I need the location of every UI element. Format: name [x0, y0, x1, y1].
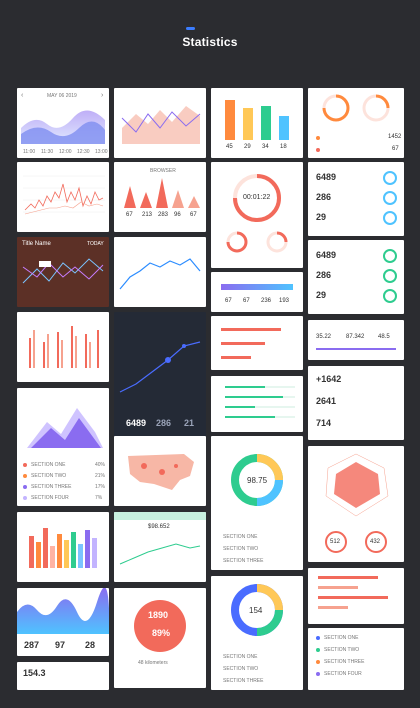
horizontal-bars-card — [211, 316, 303, 370]
wave-chart-card: MAY 06 2019 ‹ › 11:00 11:30 12:00 12:30 … — [17, 88, 109, 158]
radar-chart — [325, 453, 389, 517]
timer-rings — [226, 174, 288, 253]
line-grid-card — [17, 162, 109, 232]
donut-card-2: 154 SECTION ONE SECTION TWO SECTION THRE… — [211, 576, 303, 690]
usa-map — [128, 454, 194, 490]
green-rings — [383, 249, 397, 303]
dark-stats-card: 6489 286 21 — [114, 312, 206, 448]
overlap-area-chart — [121, 106, 201, 144]
red-horizontal-bars — [318, 576, 388, 609]
red-bars-card — [308, 568, 404, 624]
price-line-chart — [119, 543, 201, 565]
metrics-card-1: 6489 286 29 — [308, 162, 404, 236]
donut-card-1: 98.75 SECTION ONE SECTION TWO SECTION TH… — [211, 436, 303, 570]
mountain-legend-card: SECTION ONE 40% SECTION TWO 21% SECTION … — [17, 388, 109, 506]
distance-circle — [134, 600, 186, 652]
dark-line-card: Title Name TODAY — [17, 237, 109, 307]
counting-card: 67 67 236 193 — [211, 272, 303, 312]
distance-card: 1890 89% 48 kilometers — [114, 588, 206, 688]
radar-rings — [325, 531, 387, 553]
color-bar-chart — [225, 100, 289, 140]
thin-bar-chart — [29, 326, 99, 368]
horizontal-bar-chart — [221, 328, 281, 359]
triple-stat-card: 35.22 87.342 48.5 — [308, 320, 404, 360]
stat-list-card: +1642 2641 714 — [308, 366, 404, 440]
green-progress-bars — [225, 386, 295, 418]
metric-sparklines — [383, 171, 397, 225]
spike-chart-card: BROWSER 67 213 283 96 67 — [114, 162, 206, 232]
donut-chart-1 — [231, 454, 283, 506]
timer-card: 00:01:22 — [211, 162, 303, 268]
rainbow-bar-chart — [29, 528, 97, 568]
color-bars-card: 45 29 34 18 — [211, 88, 303, 158]
today-dropdown[interactable]: TODAY — [87, 241, 104, 247]
thin-bars-card — [17, 312, 109, 382]
prev-arrow-icon[interactable]: ‹ — [21, 92, 24, 99]
blue-line-chart — [119, 258, 201, 290]
blue-line-card — [114, 237, 206, 307]
dark-line-chart — [119, 341, 201, 393]
map-card — [114, 436, 206, 506]
value-card: 154.3 — [17, 662, 109, 690]
section-list-card: SECTION ONE SECTION TWO SECTION THREE SE… — [308, 628, 404, 690]
page-title: Statistics — [182, 35, 238, 49]
donut-chart-2 — [231, 584, 283, 636]
price-card: $98.652 — [114, 512, 206, 582]
radar-card: 512 432 — [308, 446, 404, 562]
jagged-line-chart — [23, 175, 105, 215]
next-arrow-icon[interactable]: › — [101, 92, 104, 99]
title-accent-bar — [186, 27, 195, 30]
spike-chart — [124, 178, 200, 208]
wave-area-chart — [21, 110, 105, 144]
rainbow-bars-card — [17, 512, 109, 582]
followers-card: 1452 67 — [308, 88, 404, 158]
overlap-line-card — [114, 88, 206, 158]
mountain-area-chart — [27, 408, 103, 448]
gradient-area-card: 287 97 28 — [17, 588, 109, 656]
crossing-lines-chart — [22, 258, 104, 284]
gradient-area-chart — [17, 588, 109, 634]
green-progress-card — [211, 376, 303, 432]
followers-rings — [322, 94, 390, 122]
metrics-card-2: 6489 286 29 — [308, 240, 404, 314]
